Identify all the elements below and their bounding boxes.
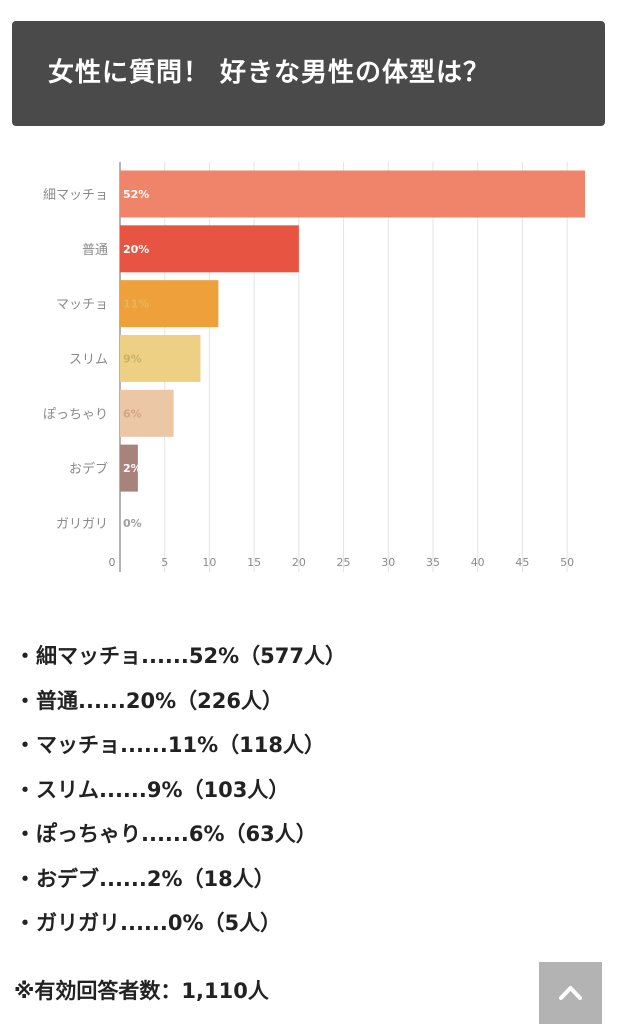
page-title: 女性に質問！ 好きな男性の体型は？ [12,21,605,126]
result-text: ガリガリ......0%（5人） [36,911,282,935]
data-label: 20% [123,243,149,256]
data-label: 6% [123,407,142,420]
result-text: マッチョ......11%（118人） [36,733,325,757]
result-item: ・おデブ......2%（18人） [14,857,604,902]
x-tick-label: 10 [202,556,216,569]
bar [120,170,585,218]
category-label: 普通 [82,243,108,258]
result-item: ・スリム......9%（103人） [14,768,604,813]
category-label: ぽっちゃり [43,407,108,422]
x-tick-label: 40 [471,556,485,569]
bullet: ・ [14,644,36,668]
category-label: スリム [69,352,108,367]
x-tick-label: 20 [292,556,306,569]
x-tick-label: 5 [161,556,168,569]
bullet: ・ [14,733,36,757]
results-list: ・細マッチョ......52%（577人） ・普通......20%（226人）・… [14,634,604,946]
bar [120,389,174,437]
category-label: ガリガリ [56,517,108,532]
bar-chart-svg: 0 5 10 15 20 25 30 35 40 45 50 細マッチョ 52% 普通 20% マッチョ 11%… [43,162,585,572]
data-label: 2% [123,462,142,475]
data-label: 0% [123,517,142,530]
x-tick-label: 30 [381,556,395,569]
result-text: スリム......9%（103人） [36,777,290,802]
data-label: 11% [123,298,149,311]
result-item: ・ガリガリ......0%（5人） [14,901,604,946]
bullet: ・ [14,911,36,935]
data-label: 9% [123,352,142,365]
result-item: ・マッチョ......11%（118人） [14,723,604,768]
category-label: 細マッチョ [43,188,108,203]
bar-chart: 0 5 10 15 20 25 30 35 40 45 50 細マッチョ 52% 普通 20% マッチョ 11%… [0,150,618,590]
bullet: ・ [14,777,36,802]
back-to-top-button[interactable] [539,962,602,1024]
bullet: ・ [14,866,36,891]
x-tick-label: 25 [337,556,351,569]
result-item: ・普通......20%（226人） [14,679,604,724]
x-tick-label: 15 [247,556,261,569]
result-text: ぽっちゃり......6%（63人） [36,822,317,846]
bar [120,225,299,273]
x-tick-label: 45 [515,556,529,569]
result-text: 細マッチョ......52%（577人） [36,644,346,668]
result-text: おデブ......2%（18人） [36,866,275,891]
x-tick-label: 50 [560,556,574,569]
x-tick-label: 35 [426,556,440,569]
chevron-up-icon [559,986,582,1000]
bar [120,444,138,492]
bar [120,334,201,382]
bullet: ・ [14,688,36,713]
x-tick-label: 0 [109,556,116,569]
total-respondents-note: ※有効回答者数：1,110人 [14,979,269,1003]
category-label: おデブ [69,461,108,477]
result-item: ・細マッチョ......52%（577人） [14,634,604,679]
data-label: 52% [123,188,149,201]
bar [120,280,219,328]
result-text: 普通......20%（226人） [36,688,283,713]
category-label: マッチョ [56,298,108,313]
bullet: ・ [14,822,36,846]
result-item: ・ぽっちゃり......6%（63人） [14,812,604,857]
